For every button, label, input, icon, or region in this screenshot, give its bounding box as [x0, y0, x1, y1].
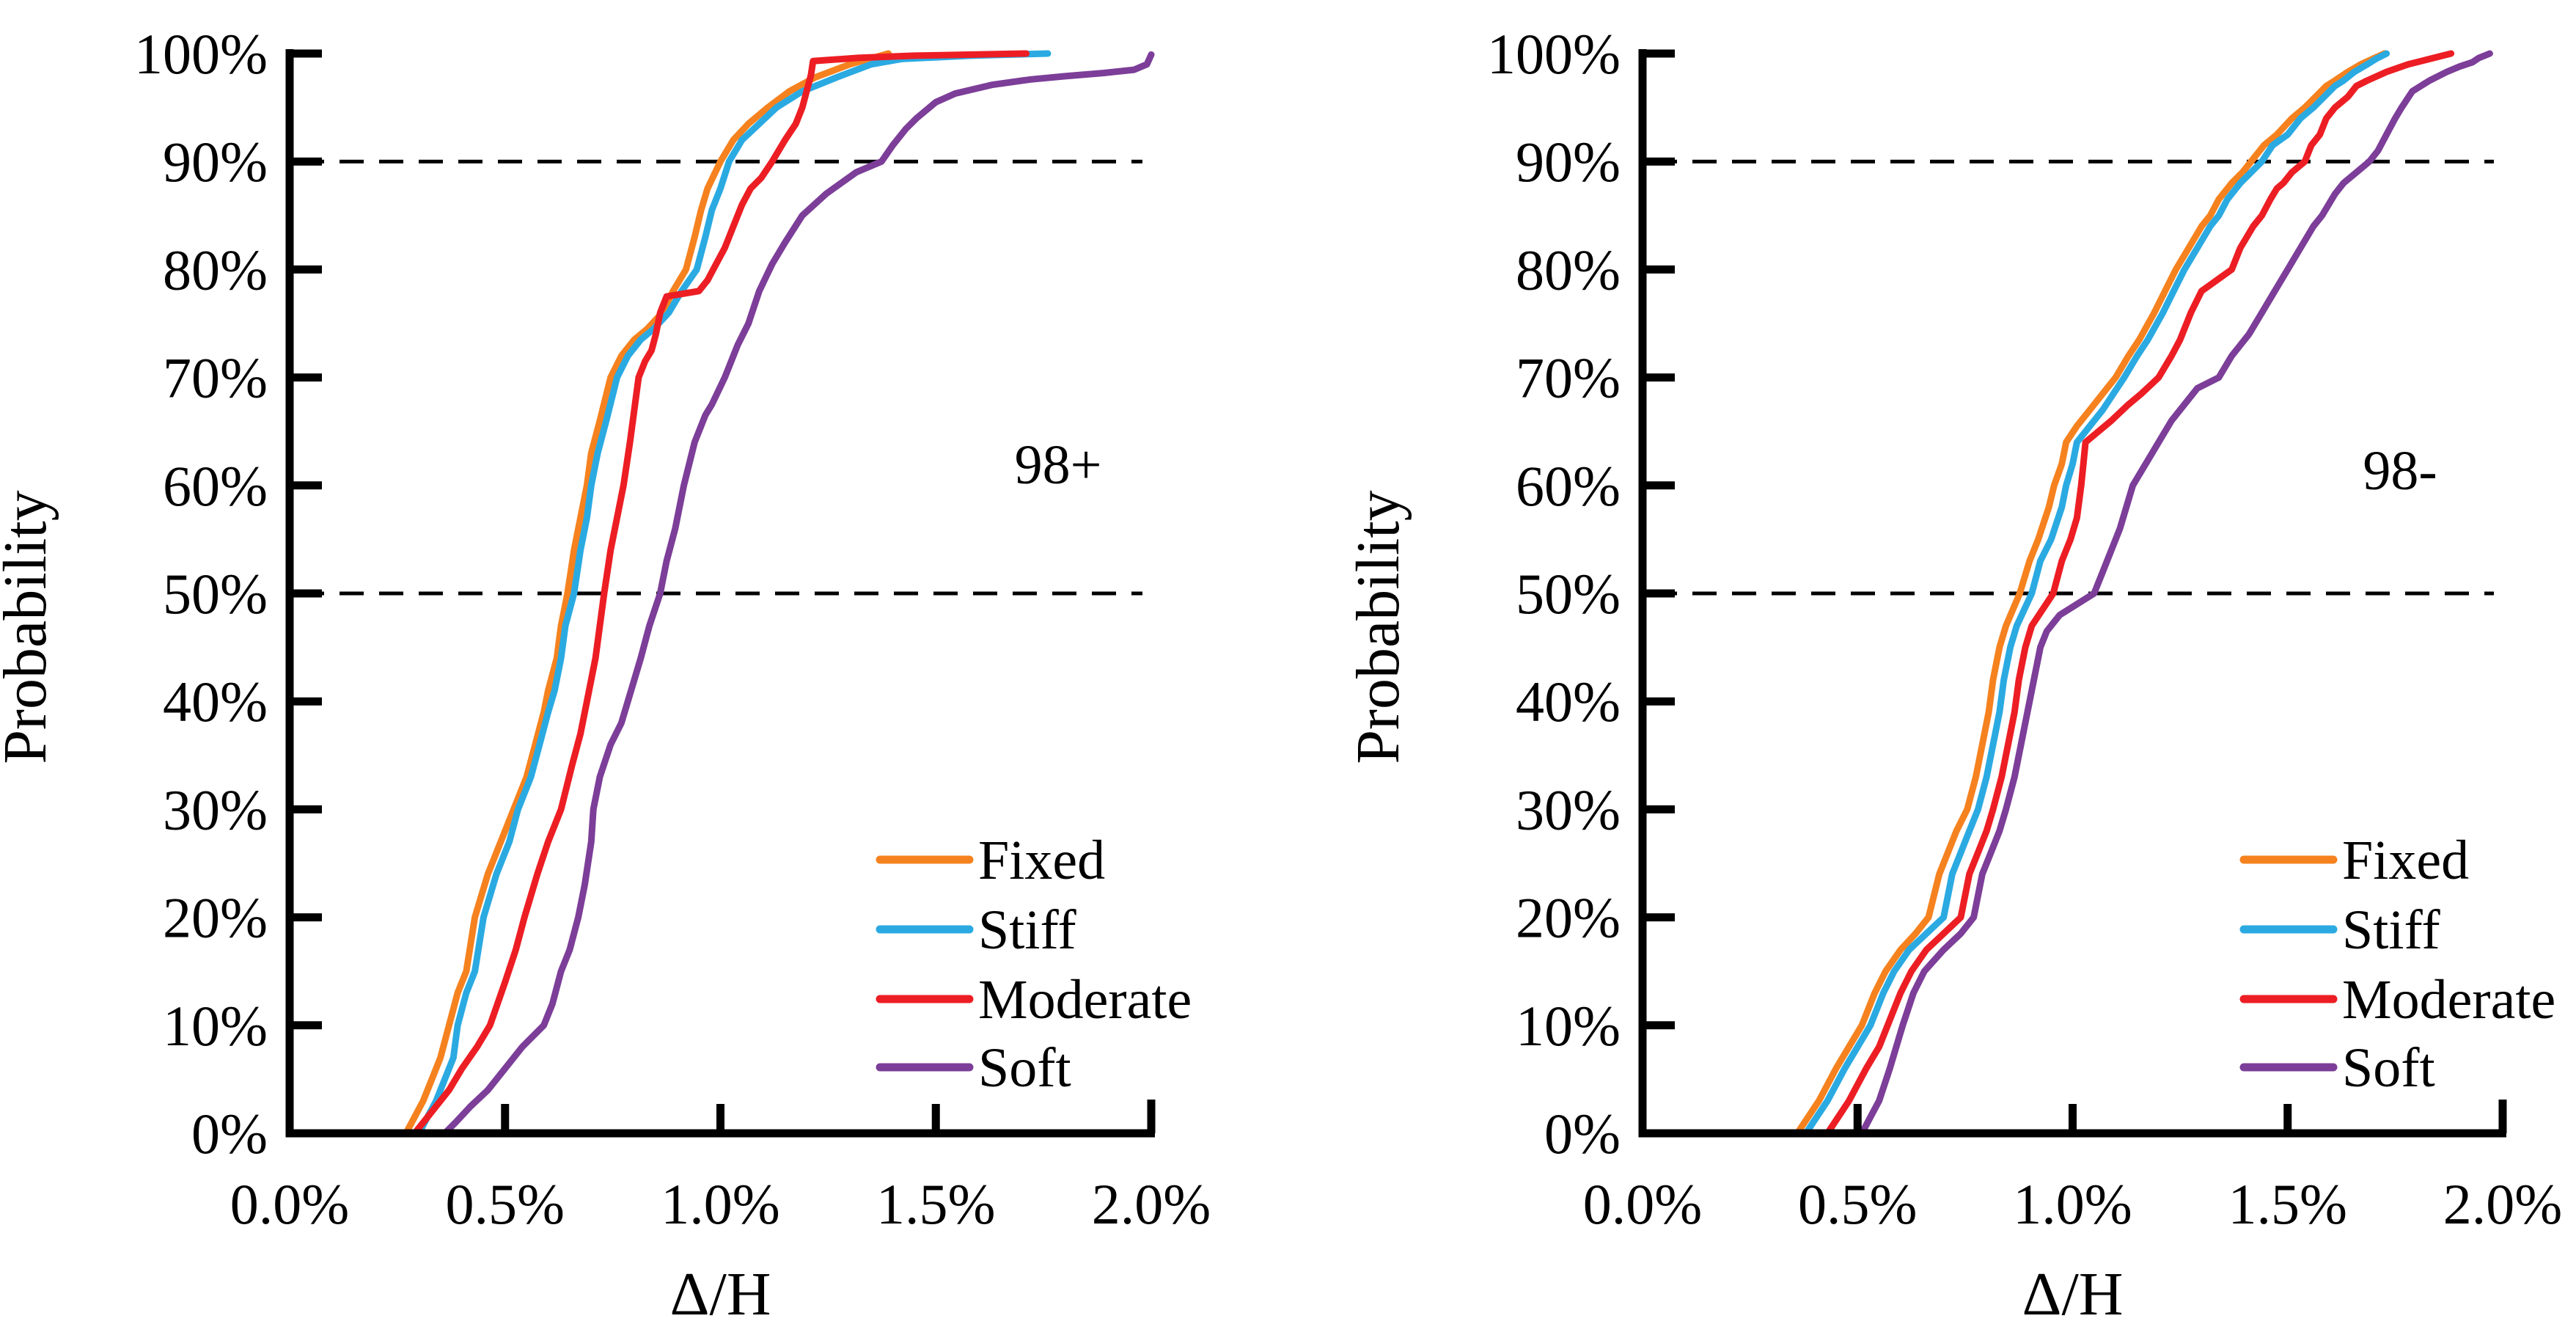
x-tick-label: 0.5%	[446, 1172, 565, 1236]
legend-label-stiff: Stiff	[2342, 899, 2440, 961]
legend-label-fixed: Fixed	[2342, 830, 2469, 891]
x-tick-label: 1.0%	[2013, 1172, 2132, 1236]
y-tick-label: 90%	[163, 130, 268, 194]
x-axis-title: Δ/H	[669, 1260, 771, 1324]
x-tick-label: 1.5%	[876, 1172, 995, 1236]
legend-label-fixed: Fixed	[978, 830, 1105, 891]
legend-label-moderate: Moderate	[2342, 969, 2555, 1031]
x-tick-label: 0.0%	[230, 1172, 349, 1236]
y-tick-label: 10%	[163, 994, 268, 1058]
y-tick-label: 60%	[163, 454, 268, 518]
x-tick-label: 2.0%	[2443, 1172, 2562, 1236]
legend-label-moderate: Moderate	[978, 969, 1192, 1031]
y-tick-label: 50%	[1516, 562, 1621, 626]
y-tick-label: 20%	[1516, 886, 1621, 950]
y-axis-title: Probability	[1344, 490, 1412, 764]
y-tick-label: 80%	[1516, 238, 1621, 301]
y-axis-title: Probability	[0, 490, 59, 764]
chart-annotation: 98-	[2363, 440, 2437, 502]
y-tick-label: 70%	[1516, 346, 1621, 410]
series-line-fixed	[1794, 50, 2388, 1137]
x-tick-label: 2.0%	[1092, 1172, 1211, 1236]
y-tick-label: 10%	[1516, 994, 1621, 1058]
x-tick-label: 1.0%	[661, 1172, 779, 1236]
series-line-fixed	[403, 50, 892, 1137]
y-tick-label: 20%	[163, 886, 268, 950]
y-tick-label: 80%	[163, 238, 268, 301]
y-tick-label: 70%	[163, 346, 268, 410]
series-line-stiff	[1802, 50, 2390, 1137]
x-tick-label: 0.0%	[1583, 1172, 1702, 1236]
legend-label-stiff: Stiff	[978, 899, 1076, 961]
chart-annotation: 98+	[1015, 434, 1102, 496]
x-tick-label: 0.5%	[1798, 1172, 1917, 1236]
axis-frame	[285, 49, 1155, 1138]
y-tick-label: 50%	[163, 562, 268, 626]
legend-label-soft: Soft	[978, 1037, 1071, 1099]
y-tick-label: 40%	[163, 670, 268, 734]
series-line-moderate	[1824, 50, 2455, 1137]
legend-label-soft: Soft	[2342, 1037, 2435, 1099]
y-tick-label: 100%	[1487, 22, 1621, 86]
y-tick-label: 90%	[1516, 130, 1621, 194]
y-tick-label: 60%	[1516, 454, 1621, 518]
series-line-stiff	[415, 50, 1052, 1137]
y-tick-label: 40%	[1516, 670, 1621, 734]
series-line-soft	[441, 51, 1155, 1137]
series-line-soft	[1858, 50, 2493, 1137]
axis-frame	[1638, 49, 2506, 1138]
y-tick-label: 0%	[1544, 1102, 1621, 1166]
series-line-moderate	[411, 50, 1030, 1137]
y-tick-label: 0%	[191, 1102, 268, 1166]
x-axis-title: Δ/H	[2022, 1260, 2123, 1324]
y-tick-label: 100%	[134, 22, 268, 86]
x-tick-label: 1.5%	[2228, 1172, 2347, 1236]
y-tick-label: 30%	[1516, 778, 1621, 841]
y-tick-label: 30%	[163, 778, 268, 841]
